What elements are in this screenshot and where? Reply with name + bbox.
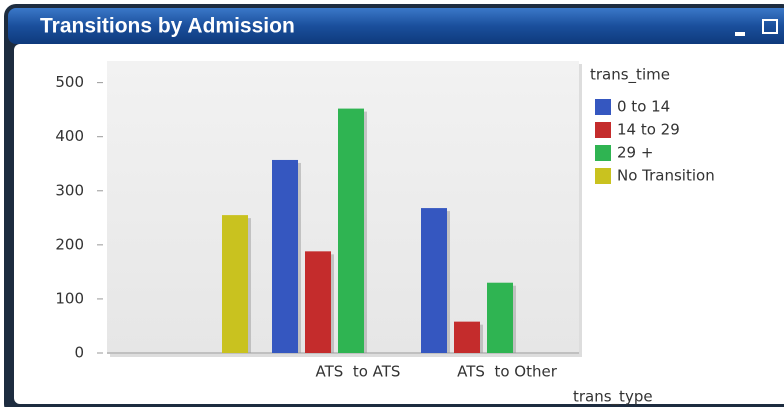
y-tick-label: 300 [55,181,84,199]
x-tick-label: ATS to Other [457,363,558,381]
legend-label: 0 to 14 [617,98,670,116]
legend-label: No Transition [617,167,715,185]
bar [305,251,331,353]
legend-label: 29 + [617,144,653,162]
y-tick-label: 100 [55,289,84,307]
bar [454,321,480,353]
chart-title: Transitions by Admission [40,15,295,38]
y-tick-label: 0 [74,344,84,362]
legend-swatch [595,145,611,161]
legend-swatch [595,99,611,115]
legend-swatch [595,168,611,184]
bar [222,215,248,353]
y-tick-label: 500 [55,73,84,91]
x-tick-label: ATS to ATS [316,363,401,381]
maximize-button[interactable] [762,19,778,34]
legend-label: 14 to 29 [617,121,680,139]
title-bar [8,8,784,44]
bar [487,282,513,353]
minimize-button[interactable] [735,32,745,36]
y-tick-label: 200 [55,235,84,253]
bar [338,108,364,354]
bar [421,208,447,353]
bar [272,159,298,353]
y-tick-label: 400 [55,127,84,145]
x-axis-title: trans_type [573,388,653,407]
legend-swatch [595,122,611,138]
legend-title: trans_time [590,66,670,85]
